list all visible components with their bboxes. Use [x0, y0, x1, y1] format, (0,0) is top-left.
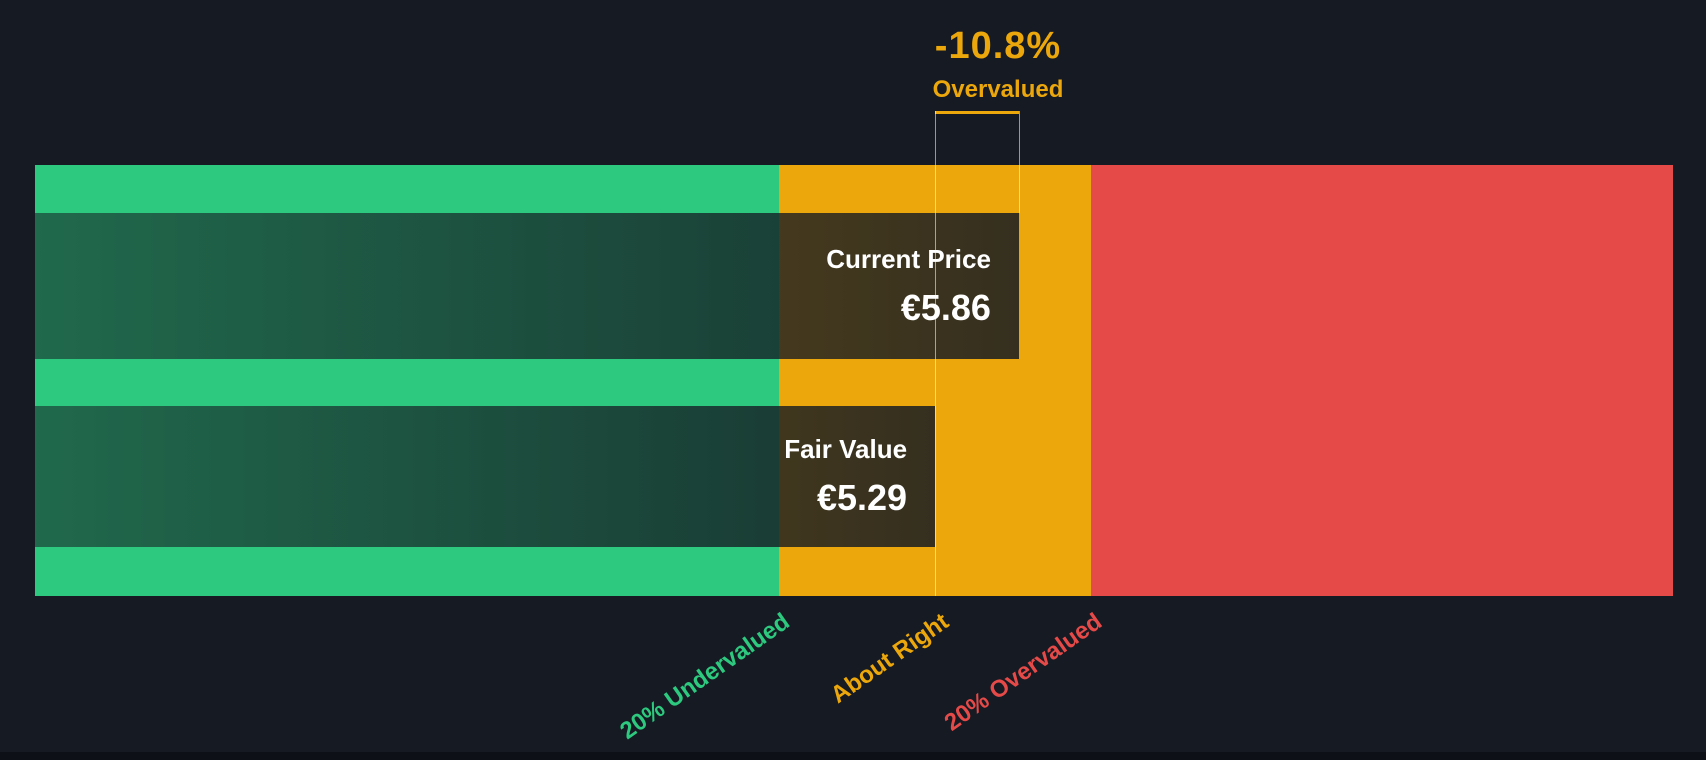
current-price-label: Current Price	[826, 243, 991, 274]
valuation-percent: -10.8%	[934, 25, 1062, 67]
overvalued-zone	[1091, 165, 1673, 596]
fair-value-value: €5.29	[816, 477, 908, 518]
valuation-bracket-line	[935, 111, 1019, 114]
valuation-band: Current Price €5.86 Fair Value €5.29	[35, 165, 1673, 596]
axis-label-about-right: About Right	[825, 608, 954, 709]
current-price-bar[interactable]: Current Price €5.86	[35, 213, 1019, 359]
fair-value-label: Fair Value	[784, 434, 908, 464]
valuation-annotation: -10.8% Overvalued	[932, 25, 1064, 104]
axis-label-undervalued: 20% Undervalued	[615, 608, 795, 745]
fair-value-marker-line	[935, 111, 936, 596]
fair-value-bar[interactable]: Fair Value €5.29	[35, 406, 936, 547]
valuation-status-label: Overvalued	[932, 75, 1064, 103]
current-price-marker-line	[1019, 111, 1020, 213]
current-price-value: €5.86	[900, 286, 991, 328]
axis-label-overvalued: 20% Overvalued	[939, 608, 1107, 737]
bottom-edge-strip	[0, 752, 1706, 760]
